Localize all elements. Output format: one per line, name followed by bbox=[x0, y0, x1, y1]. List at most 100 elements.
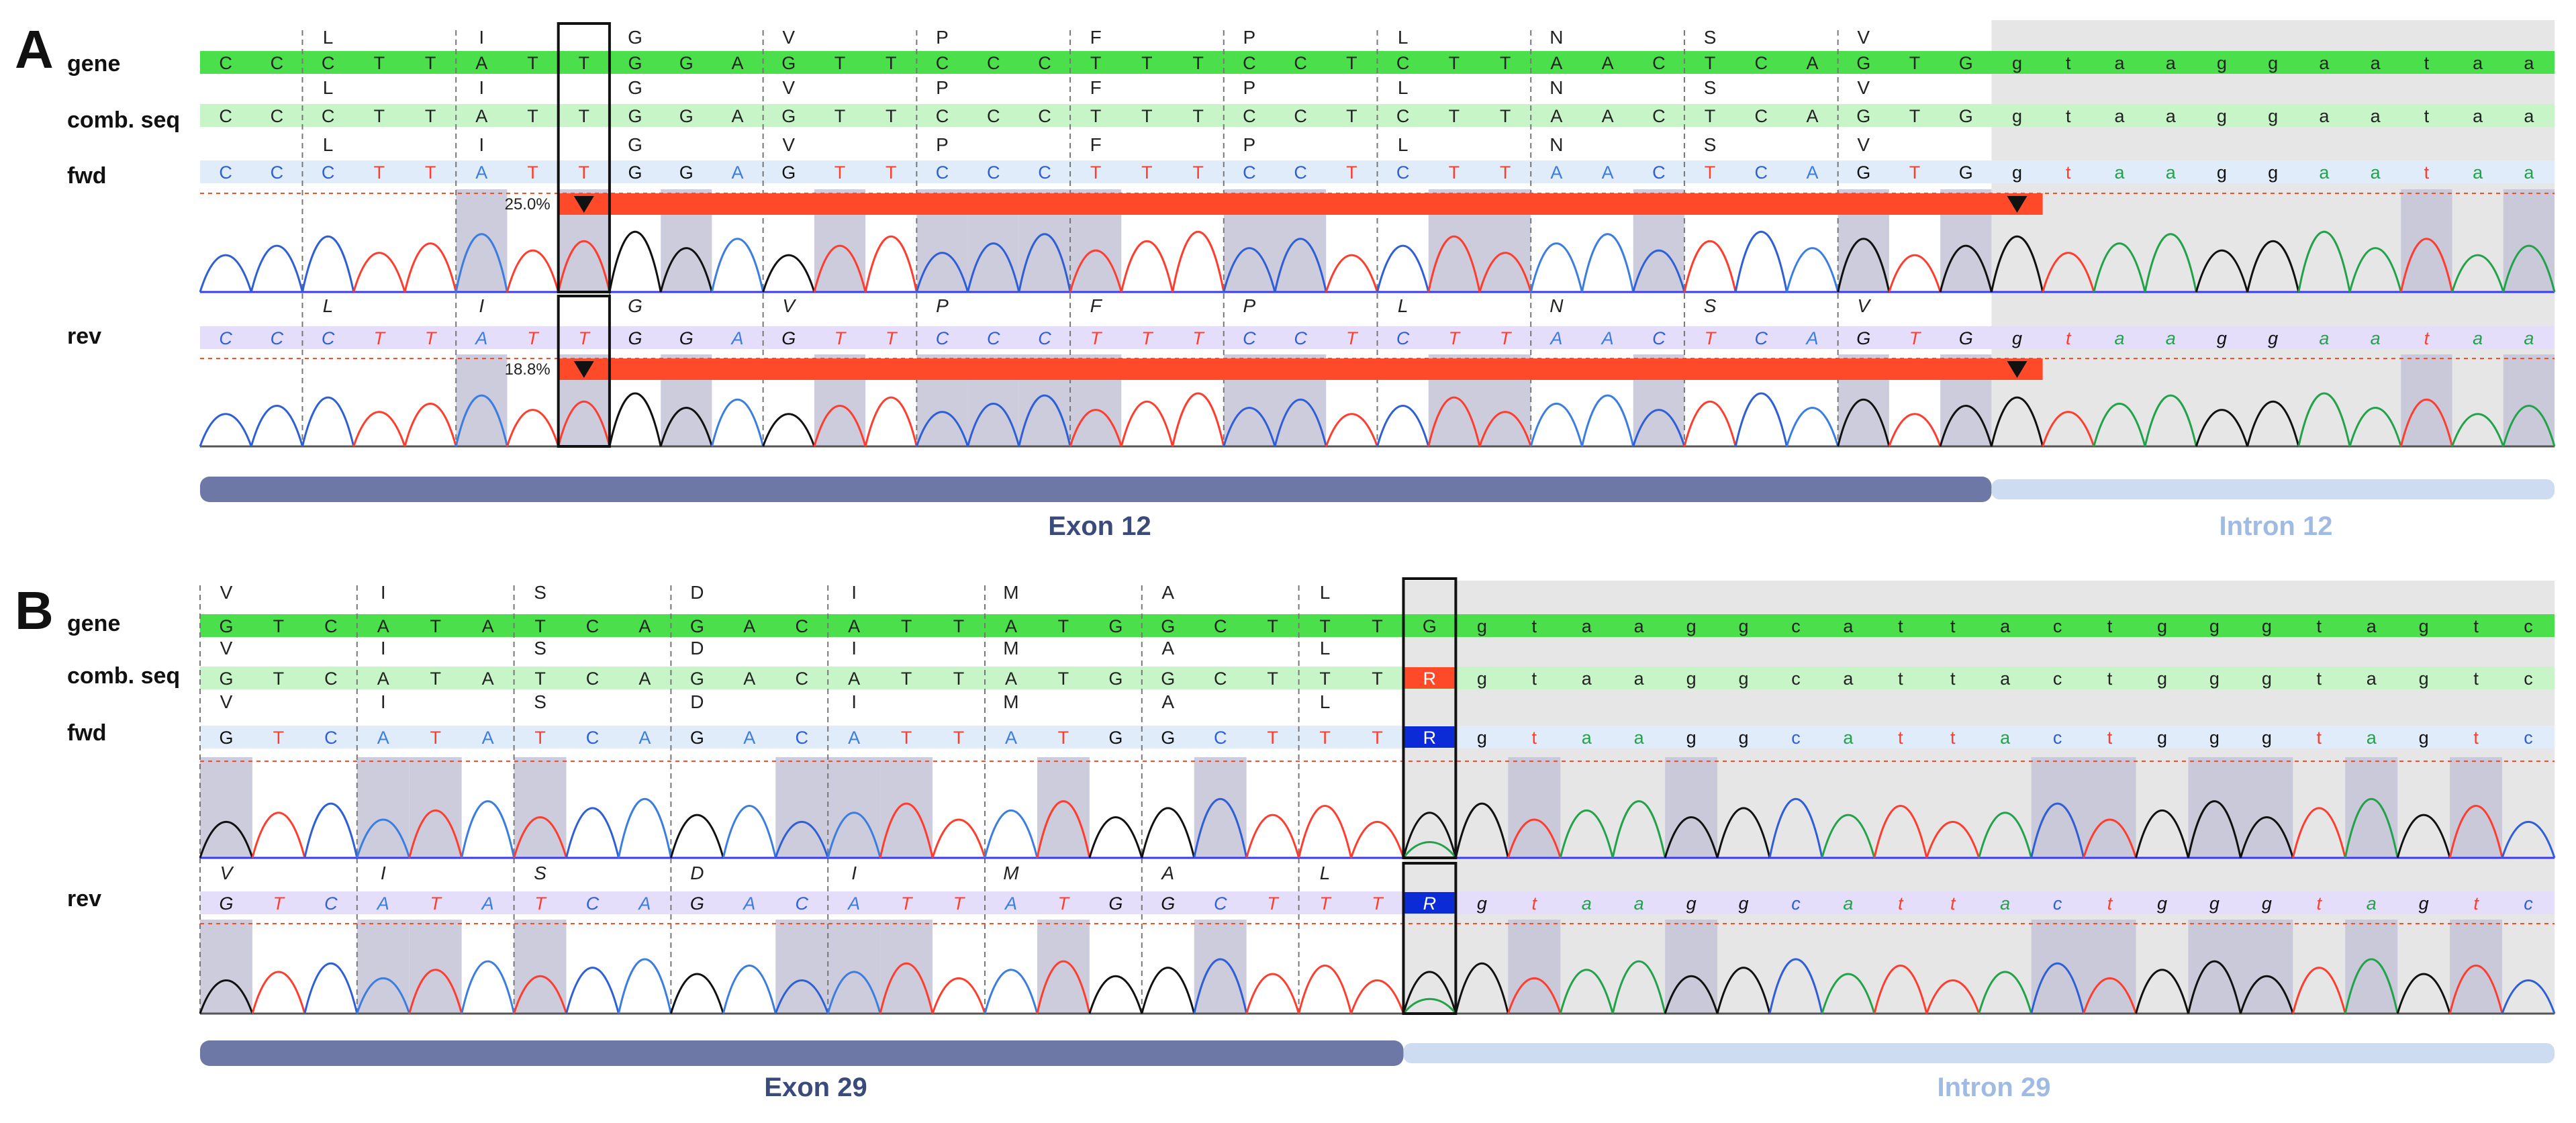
fwd-base: T bbox=[1090, 162, 1102, 183]
gene-base: C bbox=[586, 616, 600, 636]
rev-trace-peak bbox=[2246, 401, 2300, 447]
rev-base: T bbox=[1058, 893, 1071, 914]
rev-base: C bbox=[1755, 328, 1768, 348]
gene-base: g bbox=[2217, 53, 2227, 73]
amino-acid-label: S bbox=[534, 638, 546, 658]
fwd-base: T bbox=[1909, 162, 1921, 183]
amino-acid-label: D bbox=[690, 638, 704, 658]
rev-trace-peak bbox=[352, 411, 406, 447]
rev-base: G bbox=[628, 328, 642, 348]
gene-base: T bbox=[273, 616, 285, 636]
fwd-base: C bbox=[1294, 162, 1307, 183]
rev-trace-peak bbox=[1350, 979, 1404, 1014]
intron-background bbox=[1991, 20, 2555, 446]
fwd-trace-peak bbox=[513, 816, 567, 859]
amino-acid-label: G bbox=[628, 27, 642, 48]
rev-quality-highlight bbox=[2345, 920, 2398, 1014]
fwd-trace-peak bbox=[2093, 242, 2146, 293]
fwd-base: C bbox=[322, 162, 335, 183]
rev-quality-highlight bbox=[356, 920, 410, 1014]
rev-trace-peak bbox=[2187, 960, 2242, 1014]
rev-track-bar bbox=[200, 891, 2555, 914]
rev-base: t bbox=[2317, 893, 2323, 914]
comb-base: g bbox=[1477, 669, 1487, 689]
fwd-base: T bbox=[834, 162, 846, 183]
rev-trace-peak bbox=[455, 394, 508, 447]
frameshift-marker-icon bbox=[2007, 361, 2028, 378]
intron-bar bbox=[1991, 479, 2555, 499]
fwd-base: C bbox=[795, 728, 808, 748]
rev-base: A bbox=[376, 893, 389, 914]
amino-acid-label: V bbox=[220, 691, 233, 712]
rev-trace-peak bbox=[1837, 399, 1891, 447]
gene-base: T bbox=[1909, 53, 1921, 73]
fwd-frameshift-bar bbox=[558, 193, 2043, 215]
fwd-trace-peak bbox=[2396, 814, 2451, 859]
amino-acid-label: M bbox=[1003, 691, 1018, 712]
fwd-quality-highlight bbox=[1194, 757, 1247, 858]
gene-base: g bbox=[1739, 616, 1749, 636]
rev-base: G bbox=[1959, 328, 1973, 348]
amino-acid-label: A bbox=[1161, 582, 1174, 603]
rev-base: T bbox=[430, 893, 442, 914]
comb-base: C bbox=[936, 106, 949, 126]
fwd-base: g bbox=[2268, 162, 2278, 183]
fwd-quality-highlight bbox=[1665, 757, 1718, 858]
rev-trace-peak bbox=[762, 413, 816, 447]
rev-trace-peak bbox=[1873, 964, 1928, 1014]
panel-a-gene-label: gene bbox=[67, 51, 121, 77]
amino-acid-label: N bbox=[1549, 77, 1563, 98]
rev-quality-highlight bbox=[2503, 354, 2555, 446]
rev-base: C bbox=[322, 328, 335, 348]
amino-acid-label: S bbox=[534, 691, 546, 712]
gene-base: t bbox=[1898, 616, 1903, 636]
fwd-quality-highlight bbox=[2401, 189, 2452, 292]
amino-acid-label: V bbox=[782, 27, 795, 48]
gene-base: G bbox=[1423, 616, 1437, 636]
fwd-quality-highlight bbox=[356, 757, 410, 858]
fwd-base: C bbox=[586, 728, 600, 748]
comb-base: G bbox=[219, 669, 233, 689]
comb-base: T bbox=[1449, 106, 1460, 126]
comb-base: A bbox=[475, 106, 487, 126]
fwd-trace-peak bbox=[1925, 820, 1981, 859]
rev-trace-peak bbox=[2502, 405, 2556, 447]
comb-base: t bbox=[2424, 106, 2430, 126]
comb-base: C bbox=[586, 669, 600, 689]
rev-trace-peak bbox=[669, 973, 724, 1014]
fwd-base: a bbox=[2371, 162, 2381, 183]
gene-base: g bbox=[1477, 616, 1487, 636]
rev-trace-peak bbox=[1611, 960, 1666, 1014]
rev-trace-peak bbox=[1768, 958, 1823, 1014]
fwd-trace-peak bbox=[301, 235, 355, 293]
rev-base: G bbox=[1161, 893, 1175, 914]
rev-base: C bbox=[324, 893, 338, 914]
gene-base: a bbox=[2114, 53, 2125, 73]
fwd-base: g bbox=[2262, 728, 2272, 748]
comb-base: C bbox=[1652, 106, 1666, 126]
rev-trace-peak bbox=[2344, 958, 2399, 1014]
amino-acid-label: M bbox=[1003, 582, 1018, 603]
fwd-trace-peak bbox=[1223, 247, 1276, 293]
rev-trace-peak bbox=[2297, 392, 2351, 447]
fwd-trace-peak bbox=[1888, 254, 1942, 293]
rev-base: g bbox=[2268, 328, 2278, 348]
rev-base: g bbox=[2419, 893, 2429, 914]
rev-base: A bbox=[481, 893, 494, 914]
rev-base: A bbox=[474, 328, 487, 348]
rev-trace-peak bbox=[1088, 975, 1143, 1014]
rev-base: t bbox=[2424, 328, 2430, 348]
fwd-trace-peak bbox=[408, 809, 463, 859]
gene-base: G bbox=[781, 53, 796, 73]
comb-base: C bbox=[1214, 669, 1227, 689]
fwd-trace-peak bbox=[2239, 816, 2294, 859]
fwd-base: C bbox=[1652, 162, 1666, 183]
amino-acid-label: G bbox=[628, 77, 642, 98]
rev-trace-peak bbox=[2144, 394, 2197, 447]
comb-base: C bbox=[1038, 106, 1051, 126]
rev-trace-peak bbox=[2348, 407, 2402, 447]
fwd-quality-highlight bbox=[514, 757, 567, 858]
rev-base: a bbox=[2371, 328, 2381, 348]
fwd-base: A bbox=[638, 728, 651, 748]
fwd-base: A bbox=[848, 728, 860, 748]
